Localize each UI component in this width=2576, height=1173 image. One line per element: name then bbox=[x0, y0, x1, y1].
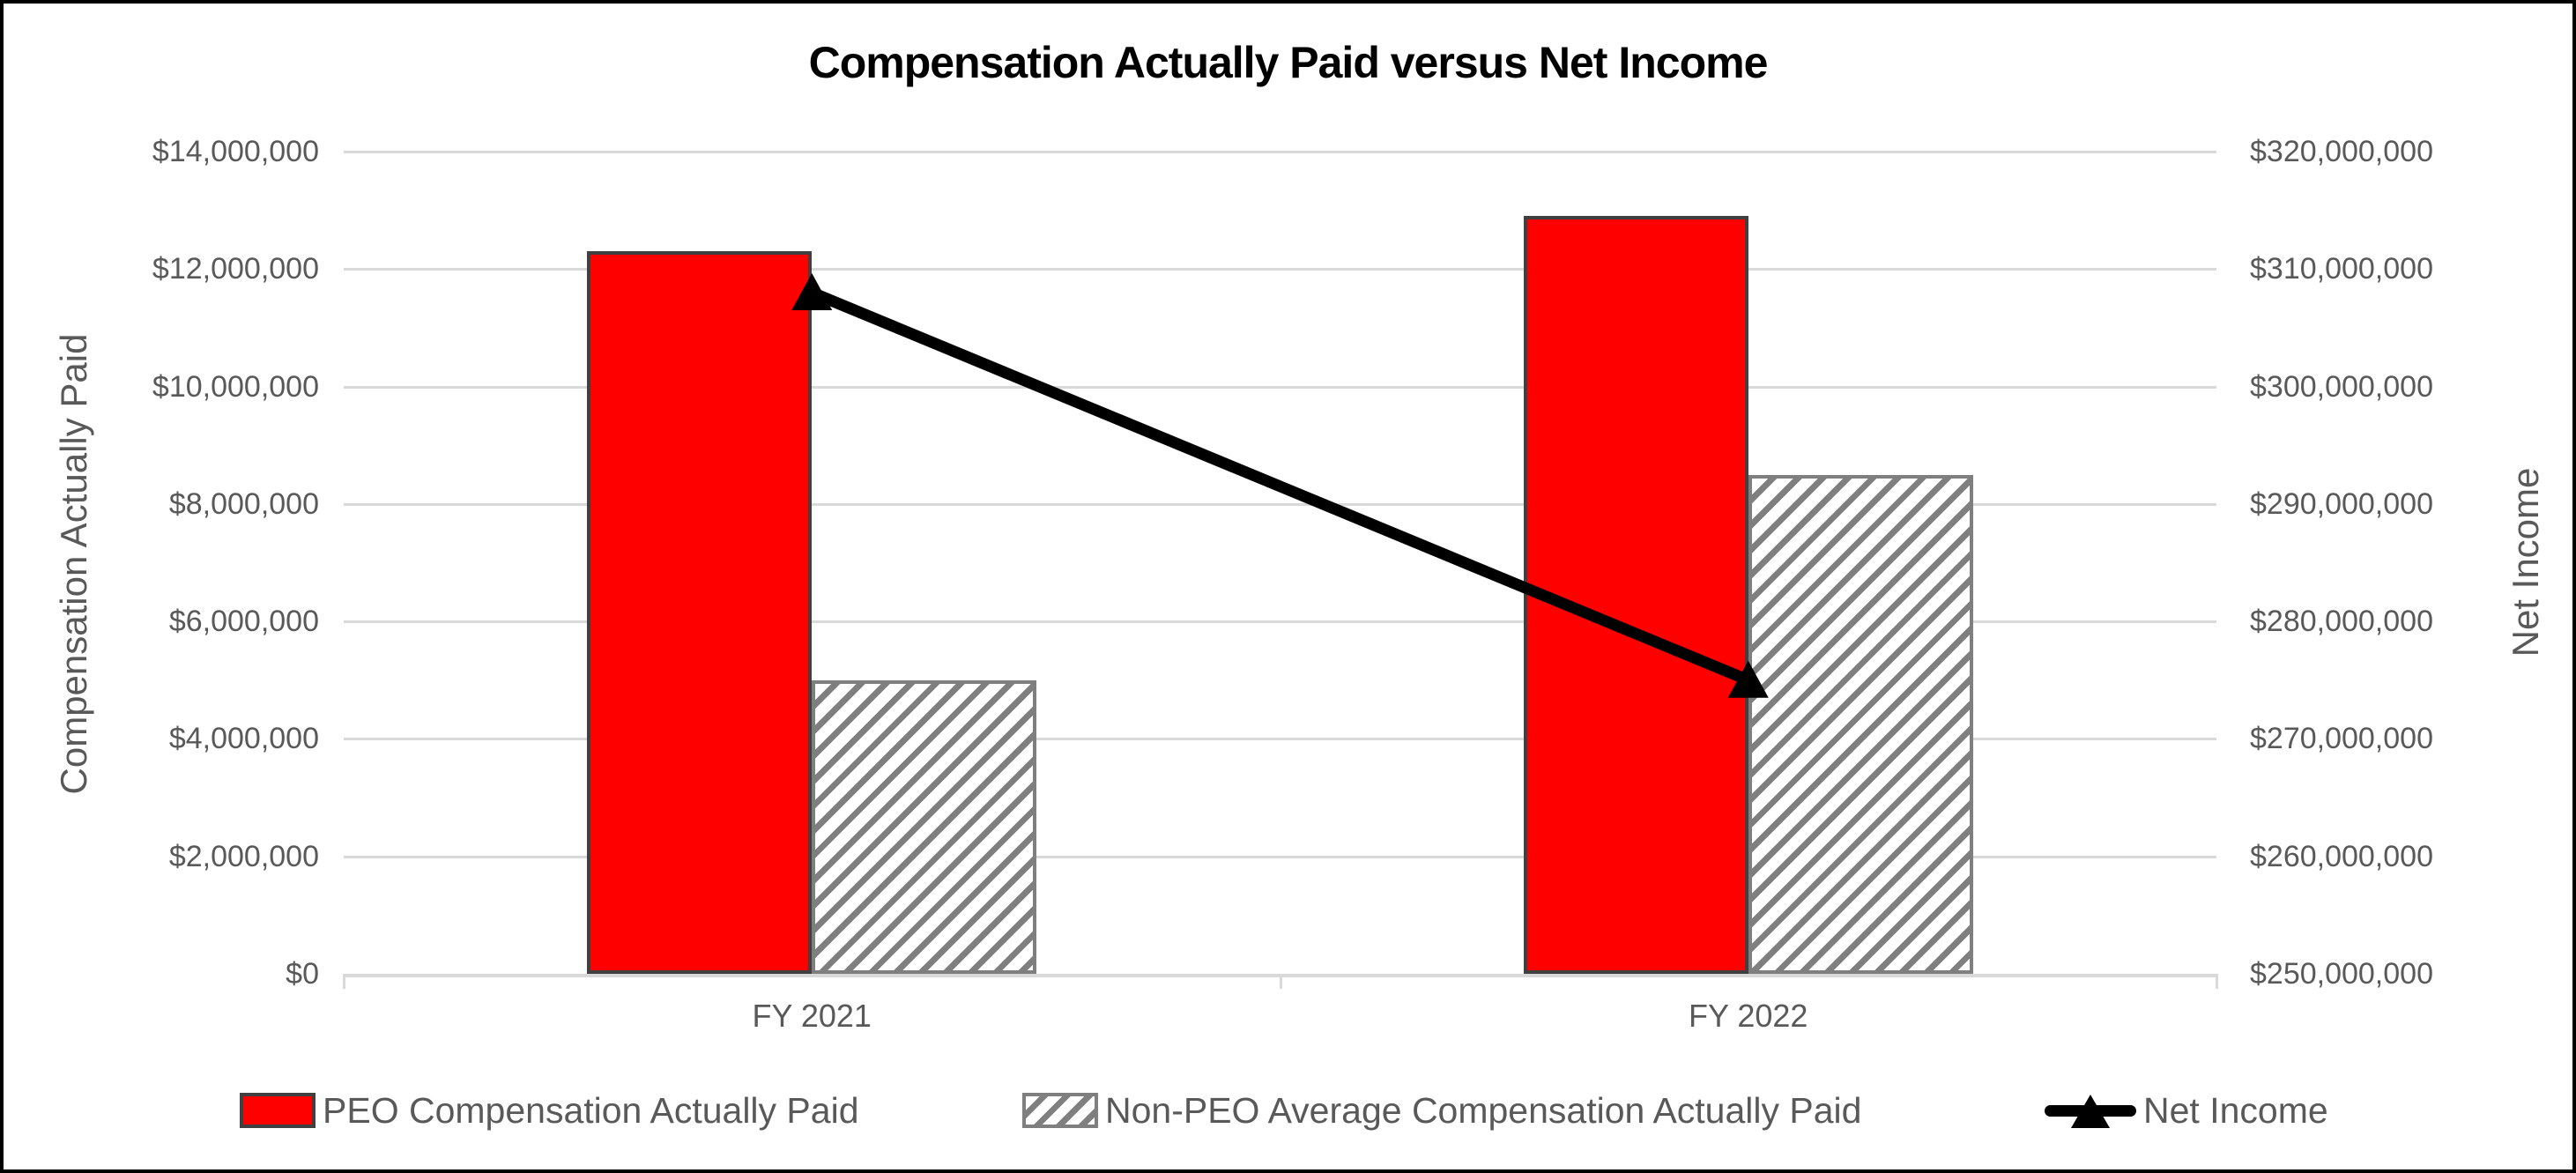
left-axis-tick-label: $10,000,000 bbox=[152, 369, 319, 404]
x-axis-tick bbox=[343, 974, 345, 989]
right-axis-tick-label: $300,000,000 bbox=[2250, 369, 2433, 404]
legend-triangle-marker-icon bbox=[2071, 1095, 2110, 1128]
legend-item: PEO Compensation Actually Paid bbox=[240, 1089, 859, 1132]
right-axis-tick-label: $250,000,000 bbox=[2250, 957, 2433, 991]
category-label: FY 2021 bbox=[752, 998, 872, 1034]
gridline bbox=[344, 151, 2216, 153]
legend-swatch-red-bar bbox=[240, 1093, 316, 1128]
legend-swatch-hatched-bar bbox=[1022, 1093, 1098, 1128]
legend-swatch-line-marker bbox=[2045, 1089, 2136, 1132]
legend-label: Net Income bbox=[2143, 1089, 2328, 1131]
bar-peo-fy2021 bbox=[587, 251, 813, 974]
gridline bbox=[344, 738, 2216, 741]
right-axis-tick-label: $310,000,000 bbox=[2250, 252, 2433, 286]
left-axis-tick-label: $14,000,000 bbox=[152, 135, 319, 168]
left-axis-tick-label: $2,000,000 bbox=[168, 839, 319, 873]
legend-label: Non-PEO Average Compensation Actually Pa… bbox=[1105, 1089, 1862, 1131]
right-axis-tick-label: $260,000,000 bbox=[2250, 839, 2433, 873]
left-axis-tick-label: $6,000,000 bbox=[168, 605, 319, 639]
right-axis-tick-label: $270,000,000 bbox=[2250, 722, 2433, 756]
left-axis-tick-label: $4,000,000 bbox=[168, 722, 319, 756]
left-axis-tick-label: $12,000,000 bbox=[152, 252, 319, 286]
chart-title: Compensation Actually Paid versus Net In… bbox=[808, 38, 1769, 87]
gridline bbox=[344, 268, 2216, 271]
left-axis-tick-label: $0 bbox=[286, 957, 319, 991]
bar-peo-fy2022 bbox=[1523, 216, 1748, 974]
legend-label: PEO Compensation Actually Paid bbox=[323, 1089, 859, 1131]
right-axis-tick-label: $290,000,000 bbox=[2250, 486, 2433, 521]
bar-non-peo-fy2021 bbox=[812, 679, 1037, 974]
bar-non-peo-fy2022 bbox=[1748, 474, 1973, 974]
gridline bbox=[344, 855, 2216, 858]
category-label: FY 2022 bbox=[1689, 998, 1808, 1034]
legend-item: Non-PEO Average Compensation Actually Pa… bbox=[1022, 1089, 1861, 1132]
x-axis-tick bbox=[2216, 974, 2218, 989]
x-axis-tick bbox=[1279, 974, 1282, 989]
legend-item: Net Income bbox=[2045, 1089, 2328, 1132]
left-axis-tick-label: $8,000,000 bbox=[168, 486, 319, 521]
right-axis-tick-label: $320,000,000 bbox=[2250, 135, 2433, 168]
right-axis-tick-label: $280,000,000 bbox=[2250, 605, 2433, 639]
